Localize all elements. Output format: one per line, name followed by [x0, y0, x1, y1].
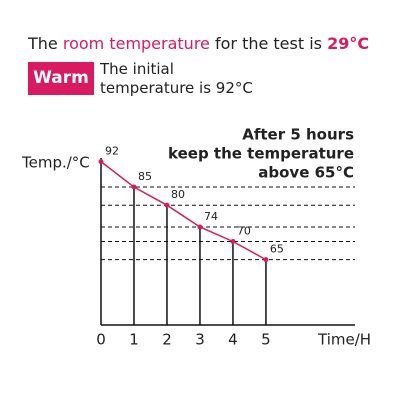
x-tick-label: 4 — [228, 331, 238, 349]
x-axis-label: Time/H — [317, 331, 371, 349]
annotation: After 5 hours — [242, 126, 354, 144]
data-label: 92 — [105, 145, 119, 158]
data-label: 85 — [138, 170, 152, 183]
annotation: above 65°C — [258, 164, 354, 182]
y-axis-label: Temp./°C — [21, 154, 90, 172]
annotation: keep the temperature — [168, 145, 354, 163]
data-label: 74 — [204, 210, 218, 223]
note: The initial temperature is 92°C — [100, 60, 253, 98]
title-text: The — [28, 34, 63, 53]
data-label: 70 — [237, 225, 251, 238]
data-label: 65 — [270, 243, 284, 256]
point — [164, 202, 170, 208]
point — [98, 159, 104, 165]
title-highlight: room temperature — [62, 34, 210, 53]
point — [263, 257, 269, 263]
x-tick-label: 2 — [162, 331, 172, 349]
data-label: 80 — [171, 188, 185, 201]
point — [230, 239, 236, 244]
title-text: for the test is — [209, 34, 328, 53]
x-tick-label: 3 — [195, 331, 205, 349]
title-highlight: 29°C — [327, 34, 370, 53]
x-tick-label: 5 — [261, 331, 271, 349]
title: The room temperature for the test is 29°… — [28, 34, 369, 53]
point — [197, 224, 203, 230]
note-line: The initial — [100, 60, 174, 78]
line — [100, 161, 267, 261]
point — [131, 184, 137, 190]
badge: Warm — [28, 62, 94, 95]
note-line: temperature is 92°C — [100, 79, 253, 97]
x-tick-label: 0 — [96, 331, 106, 349]
x-tick-label: 1 — [129, 331, 139, 349]
